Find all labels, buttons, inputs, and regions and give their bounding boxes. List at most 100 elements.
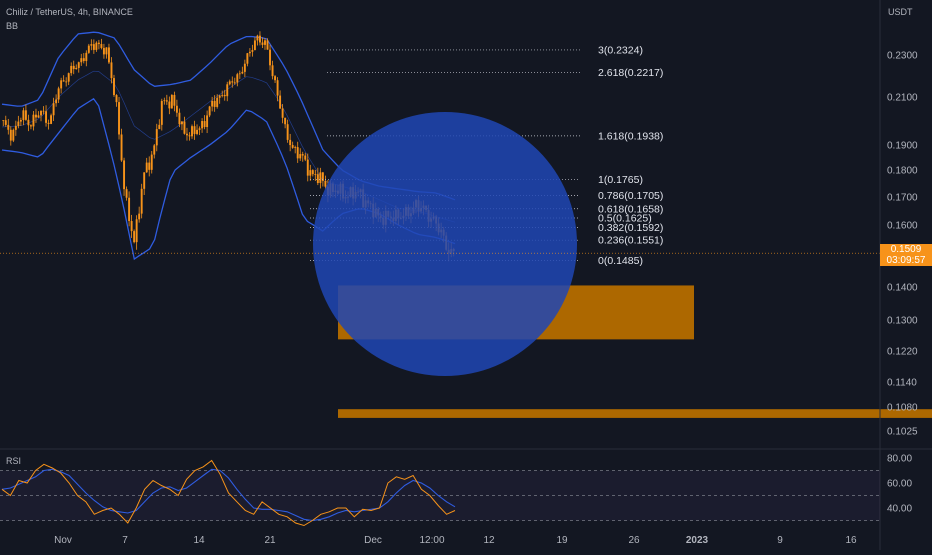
candle[interactable] (125, 186, 128, 201)
candle[interactable] (14, 120, 17, 136)
candle[interactable] (29, 124, 32, 130)
candle[interactable] (87, 43, 90, 54)
candle[interactable] (304, 152, 307, 162)
candle[interactable] (110, 57, 113, 84)
candle[interactable] (271, 60, 274, 80)
candle[interactable] (9, 126, 12, 146)
candle[interactable] (206, 110, 209, 134)
candle[interactable] (163, 97, 166, 105)
candle[interactable] (37, 111, 40, 119)
candle[interactable] (77, 61, 80, 73)
candle[interactable] (45, 105, 47, 127)
target-zone-2[interactable] (338, 409, 932, 418)
candle[interactable] (55, 94, 58, 107)
candle[interactable] (221, 90, 224, 98)
candle[interactable] (113, 74, 115, 97)
bb-indicator-label[interactable]: BB (6, 21, 19, 31)
candle[interactable] (191, 124, 193, 139)
candle[interactable] (19, 117, 22, 127)
candle[interactable] (284, 117, 287, 129)
candle[interactable] (118, 96, 120, 140)
candle[interactable] (266, 38, 269, 50)
candle[interactable] (97, 39, 100, 50)
candle[interactable] (216, 94, 219, 109)
candle[interactable] (123, 157, 126, 196)
candle[interactable] (158, 119, 161, 130)
candle[interactable] (145, 157, 148, 173)
candle[interactable] (102, 43, 105, 59)
candle[interactable] (153, 143, 156, 159)
candle[interactable] (108, 43, 110, 65)
candle[interactable] (35, 108, 37, 123)
candle[interactable] (251, 44, 254, 57)
candle[interactable] (155, 123, 158, 152)
candle[interactable] (40, 110, 42, 122)
candle[interactable] (175, 99, 178, 117)
candle[interactable] (27, 114, 30, 132)
candle[interactable] (274, 75, 277, 84)
candle[interactable] (100, 38, 103, 50)
symbol-legend[interactable]: Chiliz / TetherUS, 4h, BINANCE (6, 7, 133, 17)
candle[interactable] (12, 128, 15, 143)
candle[interactable] (128, 191, 131, 227)
candle[interactable] (80, 53, 83, 66)
candle[interactable] (160, 98, 163, 131)
candle[interactable] (115, 94, 118, 107)
candle[interactable] (60, 77, 63, 94)
candle[interactable] (178, 108, 181, 128)
candle[interactable] (291, 141, 294, 149)
candle[interactable] (246, 52, 249, 67)
candle[interactable] (138, 206, 141, 223)
candle[interactable] (259, 31, 261, 46)
candle[interactable] (311, 169, 314, 177)
candle[interactable] (62, 75, 65, 82)
candle[interactable] (211, 96, 214, 112)
rsi-line[interactable] (1, 459, 456, 527)
candle[interactable] (306, 153, 309, 182)
candle[interactable] (95, 41, 98, 52)
candle[interactable] (85, 50, 88, 67)
candle[interactable] (4, 115, 7, 127)
candle[interactable] (186, 127, 188, 141)
candle[interactable] (276, 77, 279, 102)
candle[interactable] (243, 59, 246, 78)
candle[interactable] (296, 141, 299, 163)
candle[interactable] (2, 120, 5, 127)
candle[interactable] (281, 104, 284, 124)
candle[interactable] (208, 105, 211, 118)
candle[interactable] (248, 48, 251, 57)
candle[interactable] (314, 169, 317, 182)
candle[interactable] (193, 120, 196, 140)
candle[interactable] (130, 214, 133, 238)
candle[interactable] (52, 97, 55, 122)
candle[interactable] (294, 145, 297, 154)
candle[interactable] (264, 38, 266, 50)
candle[interactable] (309, 164, 312, 181)
candle[interactable] (133, 229, 136, 244)
candle[interactable] (241, 66, 244, 75)
candle[interactable] (17, 115, 20, 129)
candle[interactable] (269, 44, 271, 71)
candle[interactable] (65, 77, 68, 87)
candle[interactable] (82, 53, 85, 64)
candle[interactable] (70, 62, 73, 76)
candle[interactable] (289, 133, 292, 152)
candle[interactable] (7, 118, 10, 135)
candle[interactable] (32, 110, 35, 131)
candle[interactable] (253, 37, 256, 51)
rsi-indicator-label[interactable]: RSI (6, 456, 22, 466)
candle[interactable] (42, 106, 45, 115)
candle[interactable] (22, 107, 25, 126)
candle[interactable] (57, 86, 60, 103)
candle[interactable] (203, 115, 206, 130)
candle[interactable] (143, 172, 146, 195)
candle[interactable] (120, 128, 123, 162)
circle-annotation[interactable] (313, 112, 577, 376)
candle[interactable] (92, 39, 95, 54)
candle[interactable] (50, 113, 53, 125)
candle[interactable] (261, 37, 264, 49)
candle[interactable] (188, 132, 191, 141)
candle[interactable] (140, 183, 143, 219)
candle[interactable] (198, 126, 201, 135)
